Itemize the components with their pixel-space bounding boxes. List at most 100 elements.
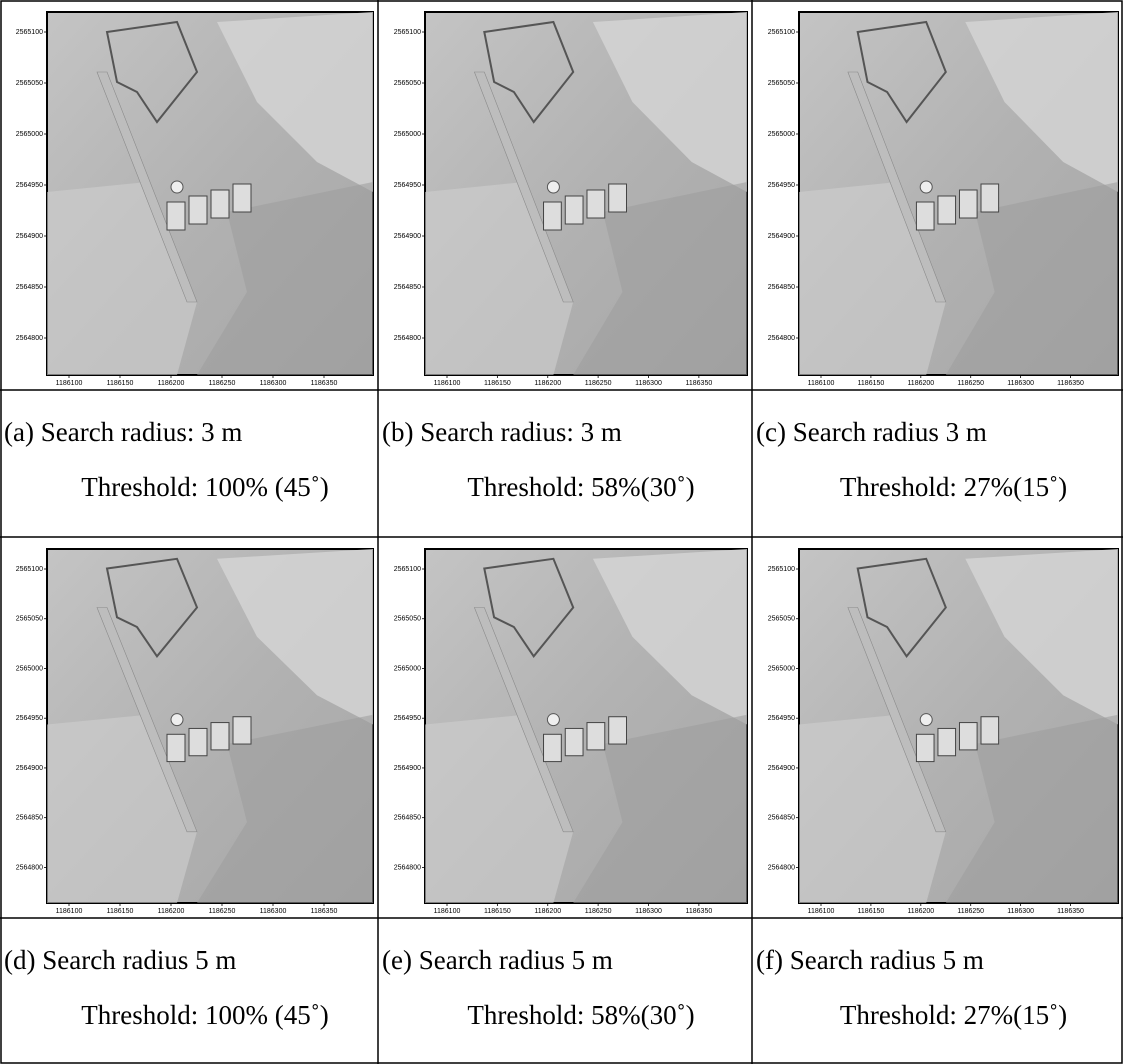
x-tick-label: 1186350 [686, 380, 713, 387]
building [189, 196, 207, 224]
y-tick-label: 2565000 [16, 131, 43, 138]
panel-label: (d) Search radius 5 m [4, 945, 236, 975]
panel-label: (b) Search radius: 3 m [382, 417, 622, 447]
y-tick-label: 2564850 [768, 815, 795, 822]
x-tick-label: 1186300 [635, 380, 662, 387]
building [959, 190, 977, 218]
y-tick-label: 2564900 [394, 233, 421, 240]
mound [171, 714, 183, 726]
y-tick-label: 2565100 [394, 566, 421, 573]
x-tick-label: 1186100 [434, 908, 461, 915]
x-tick-label: 1186300 [1007, 380, 1034, 387]
x-tick-label: 1186300 [260, 908, 287, 915]
building [167, 734, 185, 761]
y-tick-label: 2565100 [768, 29, 795, 36]
panel-threshold: Threshold: 58%(30˚) [467, 472, 694, 502]
panel-threshold: Threshold: 27%(15˚) [840, 472, 1067, 502]
y-tick-label: 2565050 [768, 616, 795, 623]
x-tick-label: 1186350 [686, 908, 713, 915]
x-tick-label: 1186350 [1057, 380, 1084, 387]
mound [920, 714, 932, 726]
y-tick-label: 2565000 [394, 665, 421, 672]
building [544, 202, 562, 230]
panel-threshold: Threshold: 27%(15˚) [840, 1000, 1067, 1030]
building [233, 184, 251, 212]
building [981, 717, 999, 744]
building [938, 196, 956, 224]
panel-threshold: Threshold: 100% (45˚) [81, 472, 328, 502]
x-tick-label: 1186200 [158, 380, 185, 387]
x-tick-label: 1186350 [1057, 908, 1084, 915]
hillshade-panel [47, 549, 373, 903]
building [189, 728, 207, 755]
building [959, 723, 977, 750]
x-tick-label: 1186150 [484, 380, 511, 387]
y-tick-label: 2564800 [394, 864, 421, 871]
hillshade-panel [47, 12, 373, 375]
x-tick-label: 1186100 [434, 380, 461, 387]
y-tick-label: 2565000 [394, 131, 421, 138]
x-tick-label: 1186150 [858, 908, 885, 915]
x-tick-label: 1186200 [158, 908, 185, 915]
x-tick-label: 1186150 [107, 380, 134, 387]
y-tick-label: 2564900 [394, 765, 421, 772]
panel-label: (e) Search radius 5 m [382, 945, 613, 975]
building [565, 196, 583, 224]
y-tick-label: 2565000 [16, 665, 43, 672]
y-tick-label: 2565000 [768, 665, 795, 672]
y-tick-label: 2564950 [16, 715, 43, 722]
building [587, 190, 605, 218]
x-tick-label: 1186200 [534, 908, 561, 915]
panel-label: (f) Search radius 5 m [756, 945, 984, 975]
y-tick-label: 2565050 [16, 616, 43, 623]
hillshade-panel [425, 549, 747, 903]
x-tick-label: 1186150 [858, 380, 885, 387]
building [211, 190, 229, 218]
y-tick-label: 2564950 [768, 715, 795, 722]
building [565, 728, 583, 755]
y-tick-label: 2565100 [768, 566, 795, 573]
y-tick-label: 2565100 [394, 29, 421, 36]
y-tick-label: 2565000 [768, 131, 795, 138]
x-tick-label: 1186350 [311, 908, 338, 915]
y-tick-label: 2564850 [16, 815, 43, 822]
y-tick-label: 2564850 [394, 815, 421, 822]
y-tick-label: 2564950 [394, 715, 421, 722]
building [544, 734, 562, 761]
building [609, 184, 627, 212]
x-tick-label: 1186250 [957, 380, 984, 387]
x-tick-label: 1186250 [585, 908, 612, 915]
panel-label: (a) Search radius: 3 m [4, 417, 242, 447]
x-tick-label: 1186250 [585, 380, 612, 387]
y-tick-label: 2565050 [768, 80, 795, 87]
y-tick-label: 2564800 [16, 864, 43, 871]
y-tick-label: 2564900 [768, 765, 795, 772]
y-tick-label: 2564900 [768, 233, 795, 240]
y-tick-label: 2564850 [394, 284, 421, 291]
y-tick-label: 2564800 [768, 335, 795, 342]
mound [920, 181, 932, 193]
y-tick-label: 2565050 [16, 80, 43, 87]
x-tick-label: 1186250 [209, 380, 236, 387]
y-tick-label: 2565050 [394, 80, 421, 87]
building [609, 717, 627, 744]
panel-threshold: Threshold: 100% (45˚) [81, 1000, 328, 1030]
building [167, 202, 185, 230]
y-tick-label: 2564850 [16, 284, 43, 291]
panel-threshold: Threshold: 58%(30˚) [467, 1000, 694, 1030]
building [916, 734, 934, 761]
x-tick-label: 1186150 [484, 908, 511, 915]
x-tick-label: 1186100 [808, 908, 835, 915]
y-tick-label: 2564950 [394, 182, 421, 189]
x-tick-label: 1186250 [209, 908, 236, 915]
y-tick-label: 2565050 [394, 616, 421, 623]
x-tick-label: 1186100 [808, 380, 835, 387]
building [211, 723, 229, 750]
x-tick-label: 1186200 [534, 380, 561, 387]
figure: 2565100 2565050 2565000 2564950 2564900 25648… [0, 0, 1123, 1064]
y-tick-label: 2564900 [16, 765, 43, 772]
hillshade-panel [799, 549, 1118, 903]
y-tick-label: 2565100 [16, 566, 43, 573]
hillshade-panel [425, 12, 747, 375]
x-tick-label: 1186100 [56, 908, 83, 915]
